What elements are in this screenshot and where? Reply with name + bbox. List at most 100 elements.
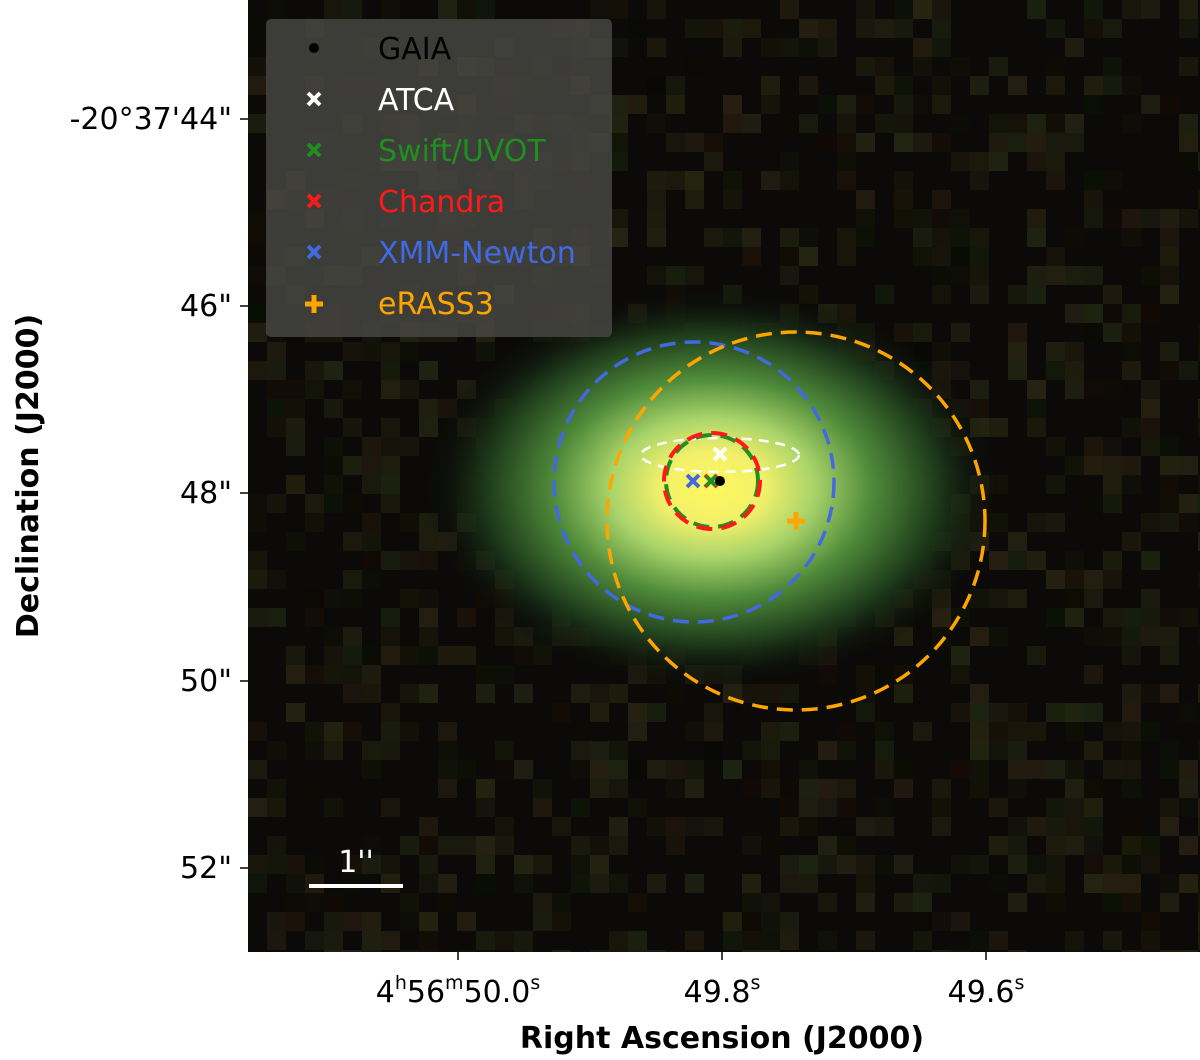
noise-pixel	[1027, 266, 1046, 285]
noise-pixel	[913, 190, 932, 209]
noise-pixel	[723, 38, 742, 57]
noise-pixel	[1122, 532, 1141, 551]
noise-pixel	[1103, 76, 1122, 95]
noise-pixel	[742, 893, 761, 912]
noise-pixel	[286, 418, 305, 437]
noise-pixel	[970, 152, 989, 171]
noise-pixel	[495, 627, 514, 646]
noise-pixel	[1084, 741, 1103, 760]
noise-pixel	[970, 760, 989, 779]
noise-pixel	[1084, 171, 1103, 190]
noise-pixel	[381, 380, 400, 399]
noise-pixel	[970, 76, 989, 95]
noise-pixel	[1103, 855, 1122, 874]
noise-pixel	[305, 513, 324, 532]
noise-pixel	[780, 266, 799, 285]
noise-pixel	[1179, 133, 1198, 152]
noise-pixel	[799, 114, 818, 133]
noise-pixel	[400, 589, 419, 608]
noise-pixel	[400, 513, 419, 532]
noise-pixel	[628, 950, 647, 952]
noise-pixel	[267, 608, 286, 627]
noise-pixel	[1179, 0, 1198, 19]
noise-pixel	[989, 551, 1008, 570]
noise-pixel	[1084, 494, 1103, 513]
noise-pixel	[1084, 323, 1103, 342]
noise-pixel	[818, 779, 837, 798]
noise-pixel	[951, 247, 970, 266]
noise-pixel	[1046, 855, 1065, 874]
noise-pixel	[1103, 285, 1122, 304]
noise-pixel	[1141, 95, 1160, 114]
noise-pixel	[932, 19, 951, 38]
noise-pixel	[495, 760, 514, 779]
noise-pixel	[1122, 228, 1141, 247]
noise-pixel	[267, 399, 286, 418]
noise-pixel	[381, 437, 400, 456]
noise-pixel	[1198, 893, 1200, 912]
noise-pixel	[552, 912, 571, 931]
noise-pixel	[609, 38, 628, 57]
noise-pixel	[837, 836, 856, 855]
noise-pixel	[666, 836, 685, 855]
noise-pixel	[837, 114, 856, 133]
noise-pixel	[932, 950, 951, 952]
noise-pixel	[343, 418, 362, 437]
noise-pixel	[419, 912, 438, 931]
noise-pixel	[267, 342, 286, 361]
noise-pixel	[1084, 0, 1103, 19]
noise-pixel	[780, 0, 799, 19]
noise-pixel	[1027, 133, 1046, 152]
noise-pixel	[932, 190, 951, 209]
noise-pixel	[609, 950, 628, 952]
noise-pixel	[666, 266, 685, 285]
noise-pixel	[324, 893, 343, 912]
noise-pixel	[894, 760, 913, 779]
noise-pixel	[989, 589, 1008, 608]
noise-pixel	[1122, 456, 1141, 475]
noise-pixel	[457, 950, 476, 952]
noise-pixel	[951, 152, 970, 171]
noise-pixel	[400, 950, 419, 952]
noise-pixel	[267, 361, 286, 380]
noise-pixel	[1141, 627, 1160, 646]
noise-pixel	[1198, 152, 1200, 171]
noise-pixel	[1198, 494, 1200, 513]
noise-pixel	[1198, 342, 1200, 361]
noise-pixel	[1008, 836, 1027, 855]
noise-pixel	[1065, 228, 1084, 247]
noise-pixel	[913, 95, 932, 114]
noise-pixel	[761, 950, 780, 952]
noise-pixel	[343, 494, 362, 513]
noise-pixel	[685, 760, 704, 779]
noise-pixel	[685, 874, 704, 893]
noise-pixel	[609, 209, 628, 228]
noise-pixel	[1084, 665, 1103, 684]
noise-pixel	[742, 19, 761, 38]
noise-pixel	[742, 114, 761, 133]
noise-pixel	[647, 760, 666, 779]
noise-pixel	[305, 608, 324, 627]
noise-pixel	[590, 741, 609, 760]
noise-pixel	[704, 912, 723, 931]
noise-pixel	[305, 741, 324, 760]
noise-pixel	[248, 228, 267, 247]
noise-pixel	[723, 171, 742, 190]
noise-pixel	[419, 855, 438, 874]
noise-pixel	[1122, 475, 1141, 494]
source-glow	[422, 288, 1002, 688]
noise-pixel	[324, 456, 343, 475]
noise-pixel	[400, 722, 419, 741]
noise-pixel	[419, 950, 438, 952]
noise-pixel	[609, 171, 628, 190]
noise-pixel	[685, 931, 704, 950]
noise-pixel	[1065, 950, 1084, 952]
noise-pixel	[267, 779, 286, 798]
noise-pixel	[1046, 247, 1065, 266]
noise-pixel	[1084, 855, 1103, 874]
noise-pixel	[970, 627, 989, 646]
swift-uvot-position-marker	[704, 474, 718, 488]
noise-pixel	[419, 817, 438, 836]
erass3-position-marker	[787, 512, 805, 530]
noise-pixel	[590, 760, 609, 779]
